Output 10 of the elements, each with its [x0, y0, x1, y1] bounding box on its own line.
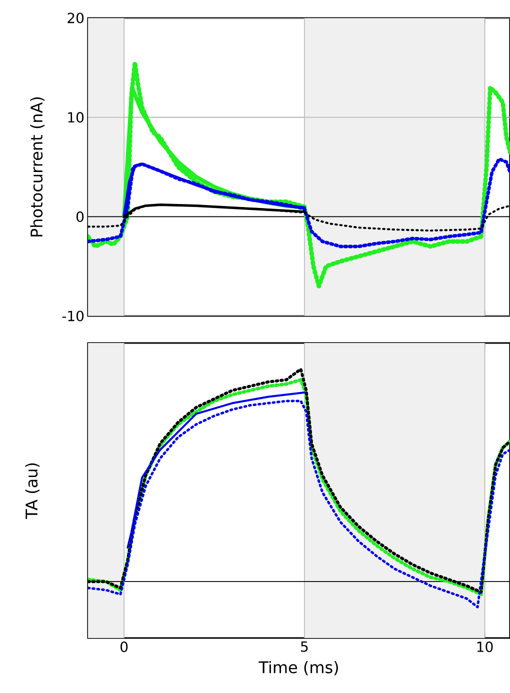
- y-tick-label: 20: [68, 12, 84, 24]
- y-axis-title: TA (au): [25, 463, 40, 520]
- x-axis-title: Time (ms): [258, 660, 338, 676]
- x-tick-label: 10: [477, 642, 493, 652]
- x-tick-label: 5: [301, 642, 308, 652]
- y-axis-title: Photocurrent (nA): [30, 97, 44, 236]
- y-tick-label: 0: [76, 211, 84, 222]
- y-tick-label: -10: [62, 310, 84, 322]
- x-tick-label: 0: [120, 642, 128, 652]
- y-tick-label: 10: [68, 112, 84, 123]
